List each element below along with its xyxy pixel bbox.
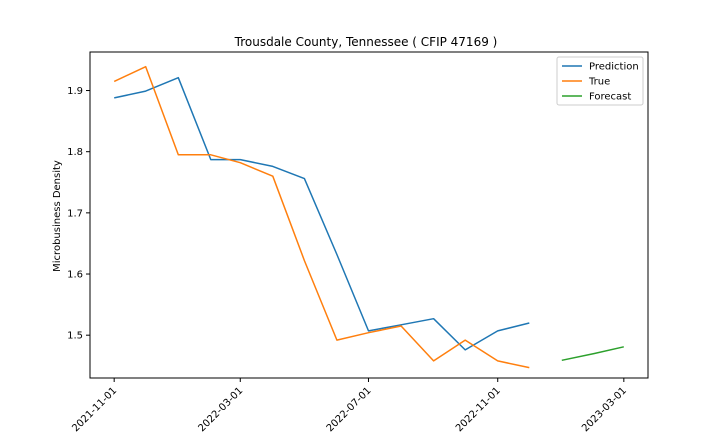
plot-frame <box>89 51 649 379</box>
legend-box <box>556 56 644 106</box>
y-tick-label: 1.6 <box>67 270 83 281</box>
legend-label-forecast: Forecast <box>589 92 631 103</box>
x-tick-label: 2022-07-01 <box>325 385 374 432</box>
x-tick-label: 2021-11-01 <box>70 385 119 432</box>
x-axis-ticks: 2021-11-01 2022-03-01 2022-07-01 2022-11-01… <box>70 378 629 432</box>
y-tick-label: 1.8 <box>67 147 83 158</box>
series-layer <box>113 65 624 369</box>
series-line-forecast <box>561 346 624 362</box>
x-tick-label: 2022-11-01 <box>454 385 503 432</box>
legend-label-true: True <box>588 77 610 88</box>
x-tick-label: 2023-03-01 <box>580 385 629 432</box>
y-axis-label: Microbusiness Density <box>52 160 63 272</box>
x-tick-label: 2022-03-01 <box>197 385 246 432</box>
series-line-true <box>113 65 530 369</box>
legend: Prediction True Forecast <box>556 56 644 106</box>
series-line-prediction <box>114 76 530 351</box>
y-tick-label: 1.5 <box>67 331 83 342</box>
y-axis-ticks: 1.5 1.6 1.7 1.8 1.9 <box>67 86 90 342</box>
y-tick-label: 1.7 <box>67 208 83 219</box>
chart-title: Trousdale County, Tennessee ( CFIP 47169… <box>234 35 498 49</box>
y-tick-label: 1.9 <box>67 86 83 97</box>
legend-label-prediction: Prediction <box>589 62 639 73</box>
